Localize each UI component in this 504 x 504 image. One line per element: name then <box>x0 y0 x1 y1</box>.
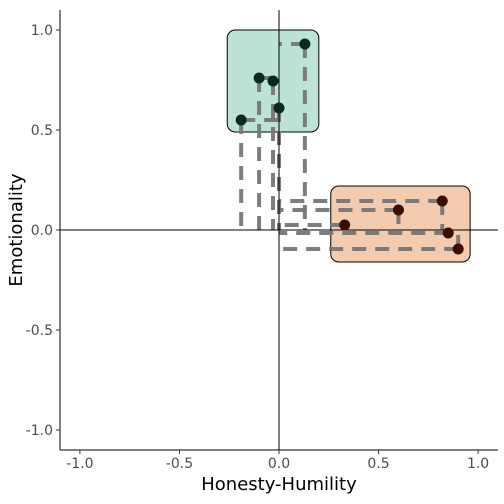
y-tick-label: -0.5 <box>26 323 53 339</box>
tick-labels: -1.0 -0.5 0.0 0.5 1.0 -1.0 -0.5 0.0 0.5 1.0 <box>26 23 490 472</box>
data-point-2-1 <box>436 195 448 207</box>
x-tick-label: 0.0 <box>268 456 290 472</box>
x-tick-label: -0.5 <box>166 456 193 472</box>
data-point-1-3 <box>267 75 279 87</box>
x-tick-label: 1.0 <box>467 456 489 472</box>
y-tick-label: 1.0 <box>31 23 53 39</box>
x-tick-label: -1.0 <box>66 456 93 472</box>
data-points <box>235 38 464 255</box>
y-tick-label: 0.0 <box>31 223 53 239</box>
y-tick-label: 0.5 <box>31 123 53 139</box>
x-axis-label: Honesty-Humility <box>201 474 357 495</box>
data-point-1-1 <box>299 38 311 50</box>
data-point-2-5 <box>452 243 464 255</box>
x-tick-label: 0.5 <box>367 456 389 472</box>
axes <box>56 10 498 454</box>
data-point-1-5 <box>235 114 247 126</box>
data-point-2-2 <box>392 204 404 216</box>
data-point-1-4 <box>273 102 285 114</box>
data-point-2-4 <box>442 227 454 239</box>
data-point-1-2 <box>253 72 265 84</box>
data-point-2-3 <box>339 219 351 231</box>
y-axis-label: Emotionality <box>6 173 27 286</box>
y-tick-label: -1.0 <box>26 423 53 439</box>
